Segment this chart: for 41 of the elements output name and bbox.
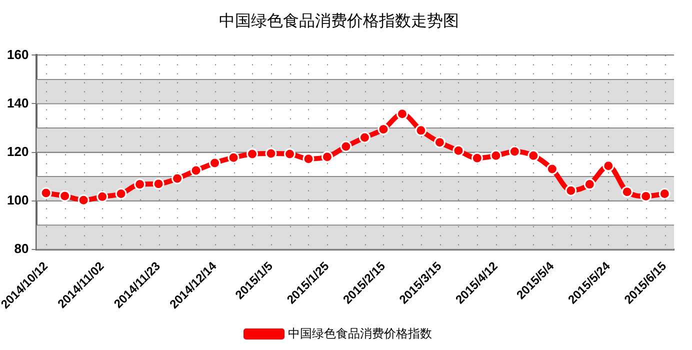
point bbox=[621, 186, 633, 198]
point bbox=[246, 148, 258, 160]
point bbox=[152, 178, 164, 190]
point bbox=[284, 148, 296, 160]
point bbox=[228, 152, 240, 164]
point bbox=[434, 136, 446, 148]
legend-label: 中国绿色食品消费价格指数 bbox=[288, 326, 432, 340]
point bbox=[302, 153, 314, 165]
point bbox=[602, 160, 614, 172]
point bbox=[134, 178, 146, 190]
point bbox=[490, 150, 502, 162]
point bbox=[190, 164, 202, 176]
chart-title: 中国绿色食品消费价格指数走势图 bbox=[219, 12, 459, 30]
point bbox=[584, 178, 596, 190]
point bbox=[40, 187, 52, 199]
point bbox=[59, 190, 71, 202]
point bbox=[658, 188, 670, 200]
point bbox=[265, 148, 277, 160]
y-tick-label: 100 bbox=[6, 192, 29, 208]
point bbox=[640, 190, 652, 202]
point bbox=[528, 150, 540, 162]
point bbox=[96, 190, 108, 202]
point bbox=[565, 184, 577, 196]
point bbox=[396, 108, 408, 120]
point bbox=[452, 144, 464, 156]
point bbox=[471, 152, 483, 164]
point bbox=[172, 172, 184, 184]
point bbox=[378, 123, 390, 135]
point bbox=[415, 124, 427, 136]
point bbox=[546, 163, 558, 175]
point bbox=[78, 194, 90, 206]
point bbox=[508, 146, 520, 158]
point bbox=[115, 188, 127, 200]
y-tick-label: 80 bbox=[14, 240, 29, 256]
point bbox=[340, 140, 352, 152]
y-tick-label: 140 bbox=[6, 95, 29, 110]
y-tick-label: 120 bbox=[6, 144, 29, 159]
y-tick-label: 160 bbox=[6, 46, 29, 62]
point bbox=[358, 132, 370, 144]
point bbox=[209, 157, 221, 169]
point bbox=[321, 151, 333, 163]
